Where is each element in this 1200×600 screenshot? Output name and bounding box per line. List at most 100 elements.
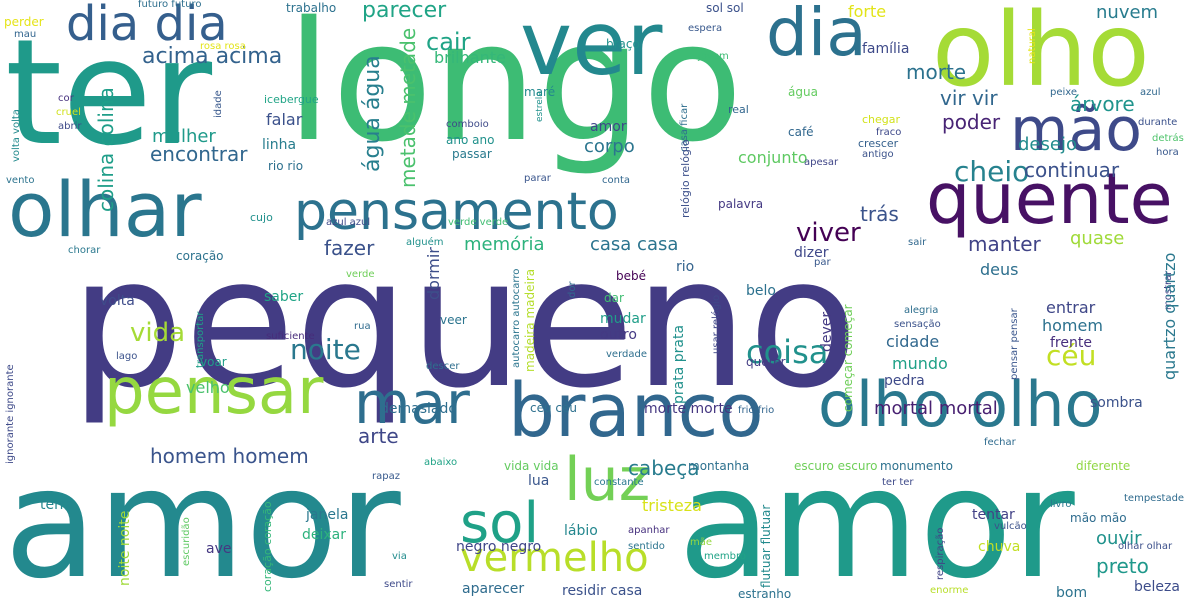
cloud-word: sol sol (706, 1, 744, 15)
cloud-word: real (728, 103, 749, 116)
cloud-word: frio frio (738, 405, 775, 416)
cloud-word: dia dia (66, 0, 228, 52)
cloud-word: ver (520, 0, 663, 95)
cloud-word: rapaz (372, 471, 400, 482)
cloud-word: palavra (718, 197, 764, 211)
cloud-word: colina colina (94, 87, 118, 212)
cloud-word: começar começar (841, 304, 855, 412)
cloud-word: verde verde (448, 217, 509, 228)
cloud-word: beleza (1134, 579, 1180, 595)
cloud-word: noite noite (117, 510, 133, 586)
cloud-word: noite (290, 333, 361, 366)
cloud-word: peixe (1050, 87, 1078, 98)
cloud-word: lábio (564, 523, 598, 539)
cloud-word: azul azul (326, 217, 371, 228)
cloud-word: terra (40, 497, 74, 513)
cloud-word: icebergue (264, 93, 319, 106)
cloud-word: respiração (935, 527, 946, 580)
cloud-word: cidade (886, 332, 940, 351)
cloud-word: chuva (978, 539, 1021, 555)
cloud-word: ter ter (882, 477, 914, 488)
cloud-word: cruel (56, 107, 81, 118)
cloud-word: veer (440, 313, 467, 327)
cloud-word: morte (906, 60, 967, 84)
cloud-word: mão (1010, 95, 1142, 165)
cloud-word: continuar (1024, 158, 1120, 182)
cloud-word: pequeno (70, 219, 859, 428)
cloud-word: residir casa (562, 583, 643, 599)
cloud-word: dormir (424, 247, 443, 300)
cloud-word: vento (6, 175, 35, 186)
cloud-word: lua (528, 473, 550, 489)
cloud-word: pensar (104, 355, 324, 429)
cloud-word: par (814, 257, 831, 268)
cloud-word: suficiente (266, 331, 315, 342)
cloud-word: fazer (324, 236, 375, 260)
cloud-word: água (788, 85, 818, 99)
cloud-word: quartzo quartzo (1160, 252, 1179, 380)
cloud-word: manter (968, 232, 1041, 256)
cloud-word: perder (4, 15, 44, 29)
cloud-word: mortal mortal (874, 398, 998, 419)
cloud-word: mulher (152, 126, 216, 147)
cloud-word: aparecer (462, 581, 525, 597)
cloud-word: idade (213, 90, 224, 118)
cloud-word: pensar pensar (1009, 308, 1020, 380)
cloud-word: metade metade (396, 27, 420, 188)
cloud-word: quente (926, 158, 1173, 240)
cloud-word: cor (58, 93, 74, 104)
cloud-word: tempestade (1124, 493, 1185, 504)
cloud-word: belo (746, 283, 776, 299)
cloud-word: passar (452, 147, 492, 161)
cloud-word: relógio relógio (679, 139, 692, 218)
cloud-word: comboio (446, 119, 489, 130)
cloud-word: memória (464, 234, 545, 255)
cloud-word: parar (524, 173, 551, 184)
cloud-word: ter (5, 8, 213, 178)
cloud-word: chegar (862, 113, 901, 126)
cloud-word: enorme (930, 585, 969, 596)
cloud-word: escuridão (181, 517, 192, 566)
cloud-word: poder (942, 110, 1001, 134)
cloud-word: dia (766, 0, 867, 71)
cloud-word: vida (130, 318, 186, 348)
cloud-word: sentir (384, 579, 413, 590)
cloud-word: demasiado (380, 401, 457, 417)
cloud-word: saber (264, 289, 304, 305)
cloud-word: rio (676, 259, 695, 275)
cloud-word: durante (1138, 117, 1178, 128)
cloud-word: ano ano (446, 133, 495, 147)
cloud-word: dizer (794, 245, 829, 261)
cloud-word: vermelho (460, 535, 649, 581)
cloud-word: vulcão (994, 521, 1027, 532)
cloud-word: chorar (68, 245, 101, 256)
cloud-word: mau (14, 29, 37, 40)
cloud-word: detrás (1152, 133, 1184, 144)
cloud-word: sair (908, 237, 927, 248)
cloud-word: velho (186, 378, 230, 397)
cloud-word: via (392, 551, 407, 562)
cloud-word: verde (346, 269, 375, 280)
cloud-word: escuro escuro (794, 459, 878, 473)
cloud-word: árvore (1070, 92, 1135, 116)
cloud-word: amor (678, 435, 1075, 600)
cloud-word: frente (1050, 335, 1092, 351)
cloud-word: entrar (1046, 298, 1096, 317)
cloud-word: família (862, 41, 910, 57)
cloud-word: dor (567, 281, 578, 298)
cloud-word: janela (306, 507, 349, 523)
cloud-word: preto (1096, 554, 1149, 578)
cloud-word: céu céu (530, 401, 577, 415)
cloud-word: lago (116, 351, 138, 362)
cloud-word: rio rio (268, 159, 304, 173)
cloud-word: morte morte (644, 401, 733, 417)
cloud-word: conjunto (738, 148, 808, 167)
cloud-word: mãe (690, 537, 713, 548)
cloud-word: mundo (892, 354, 948, 373)
cloud-word: madeira madeira (523, 268, 537, 372)
cloud-word: amor (4, 435, 401, 600)
cloud-word: brilhante (434, 48, 506, 67)
cloud-word: viver (796, 218, 861, 248)
cloud-word: volta (100, 293, 135, 309)
cloud-word: branco (508, 368, 764, 454)
